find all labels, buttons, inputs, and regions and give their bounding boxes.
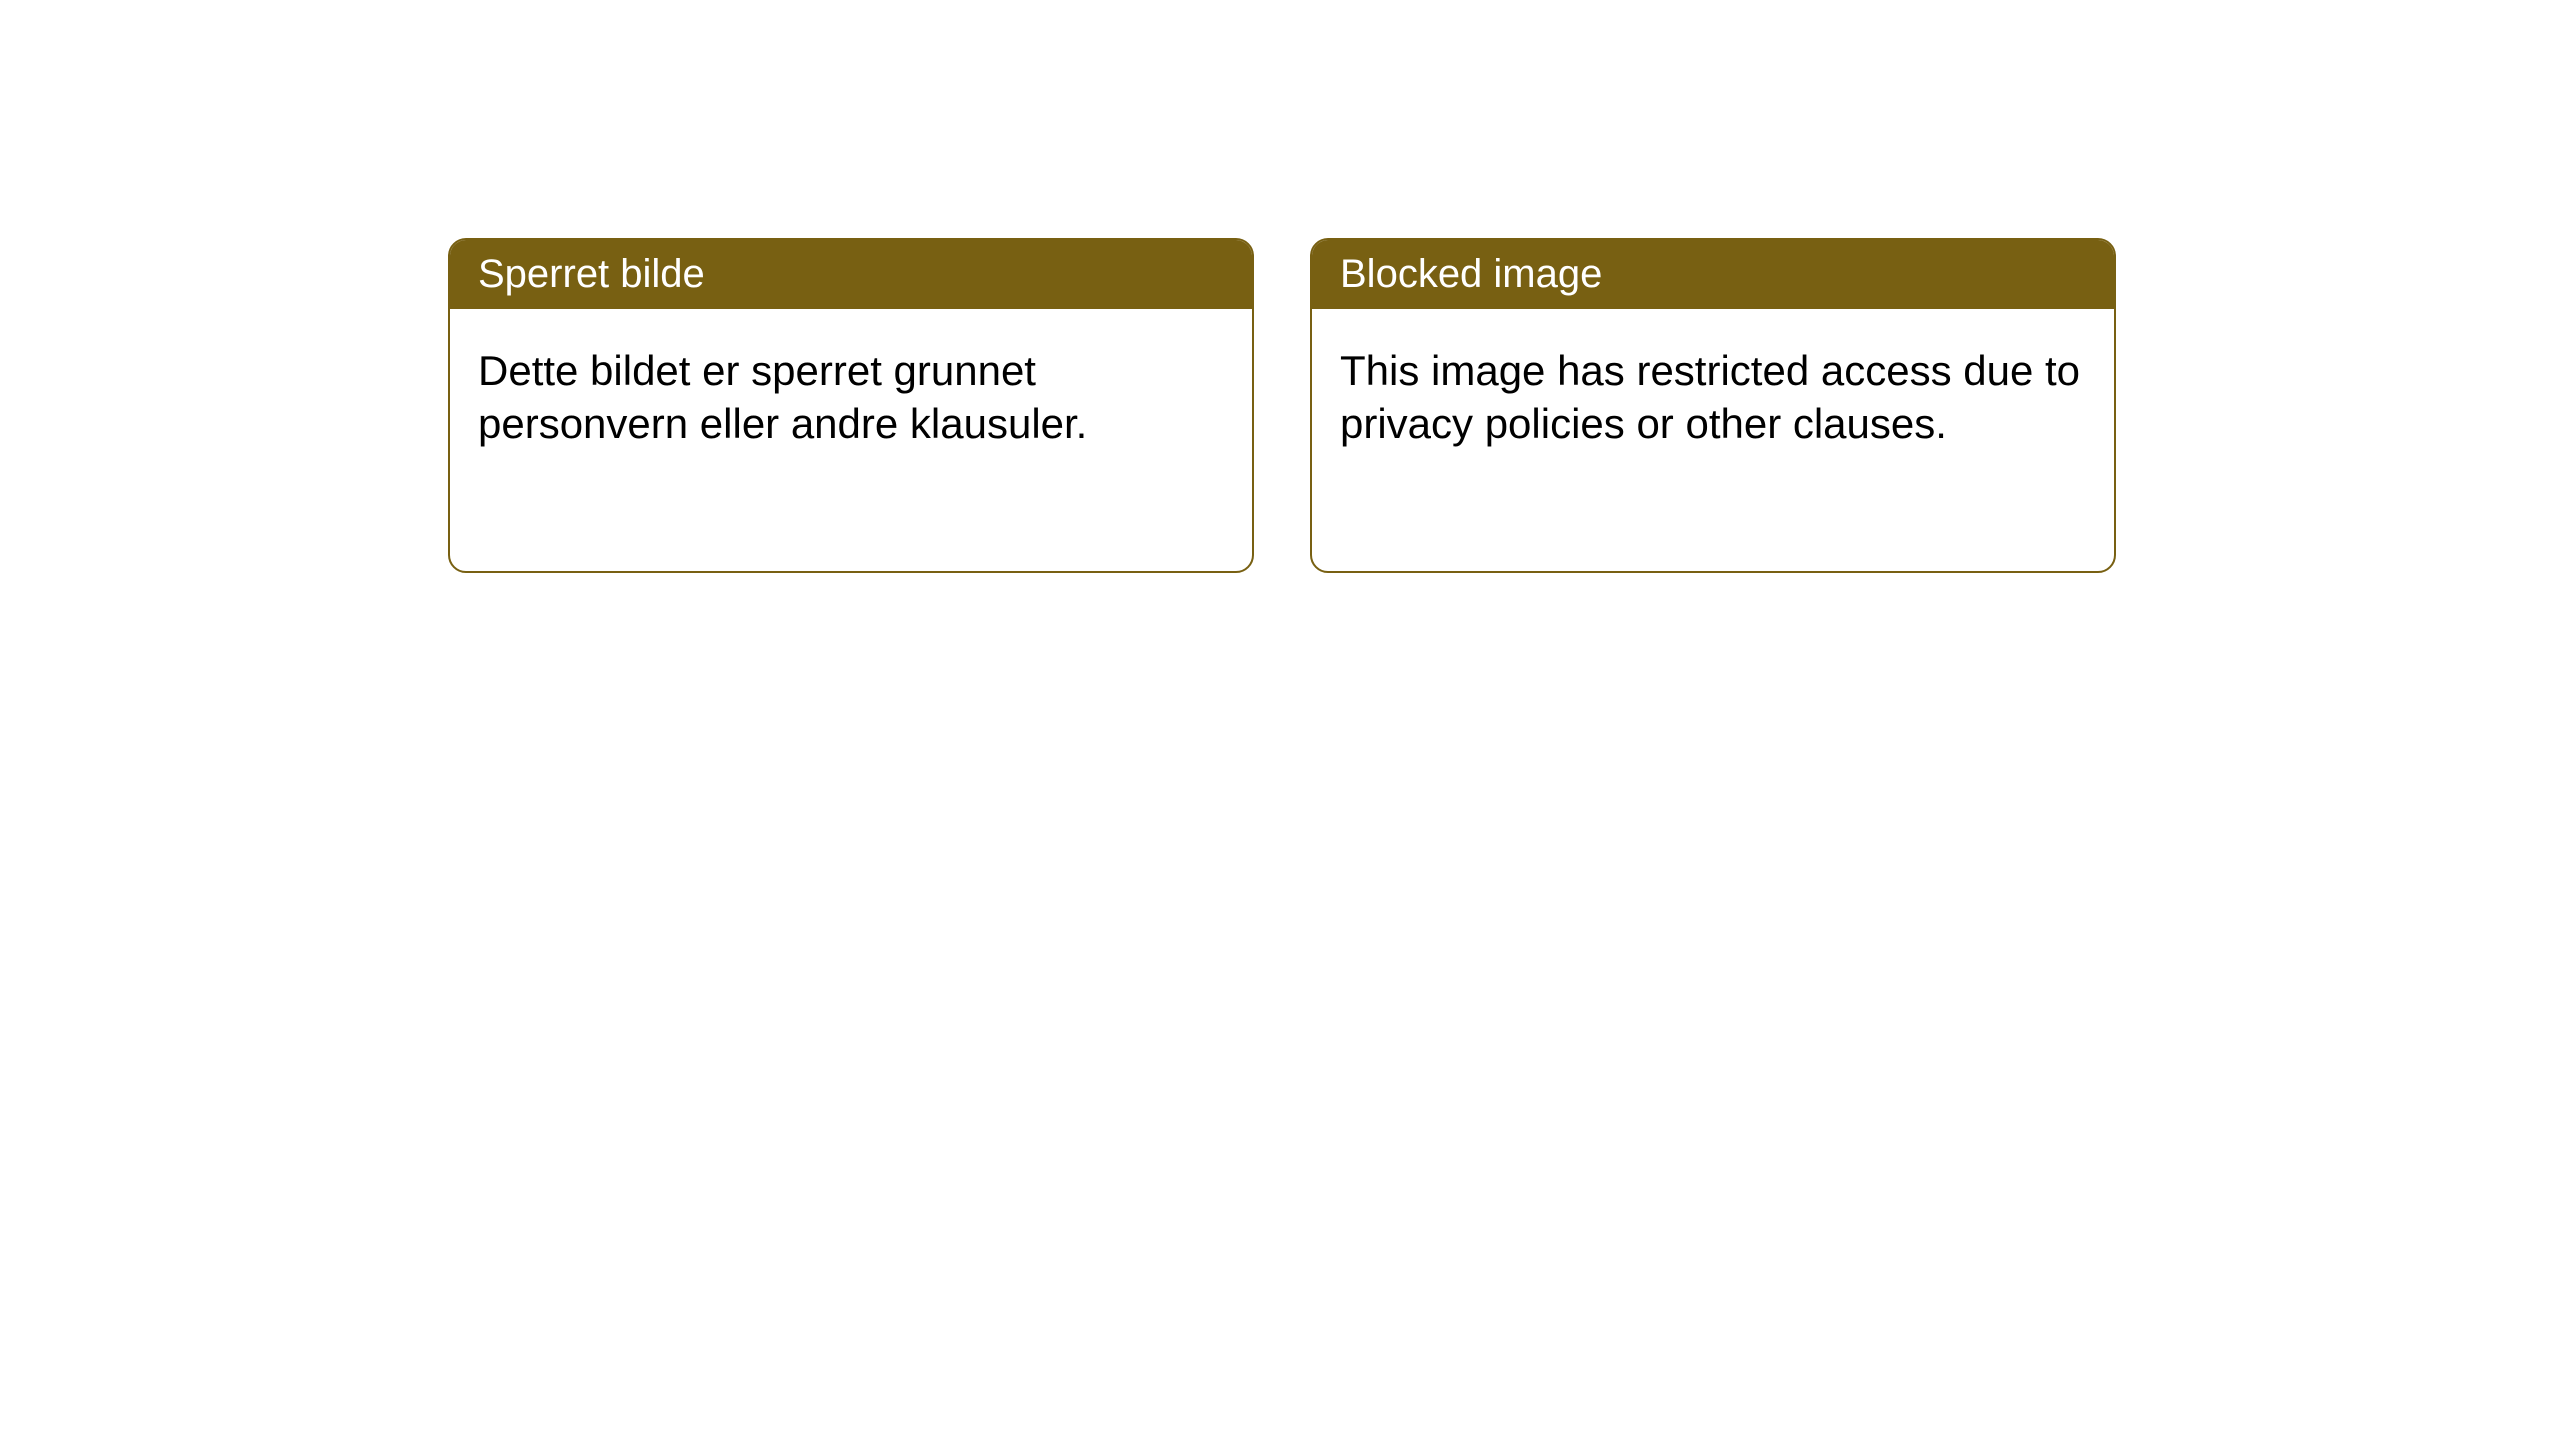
blocked-image-card-english: Blocked image This image has restricted … [1310,238,2116,573]
card-text-english: This image has restricted access due to … [1340,347,2080,447]
blocked-image-cards: Sperret bilde Dette bildet er sperret gr… [448,238,2116,573]
card-body-english: This image has restricted access due to … [1312,309,2114,486]
card-header-norwegian: Sperret bilde [450,240,1252,309]
card-text-norwegian: Dette bildet er sperret grunnet personve… [478,347,1087,447]
card-header-english: Blocked image [1312,240,2114,309]
card-title-english: Blocked image [1340,252,1602,296]
blocked-image-card-norwegian: Sperret bilde Dette bildet er sperret gr… [448,238,1254,573]
card-title-norwegian: Sperret bilde [478,252,705,296]
card-body-norwegian: Dette bildet er sperret grunnet personve… [450,309,1252,486]
